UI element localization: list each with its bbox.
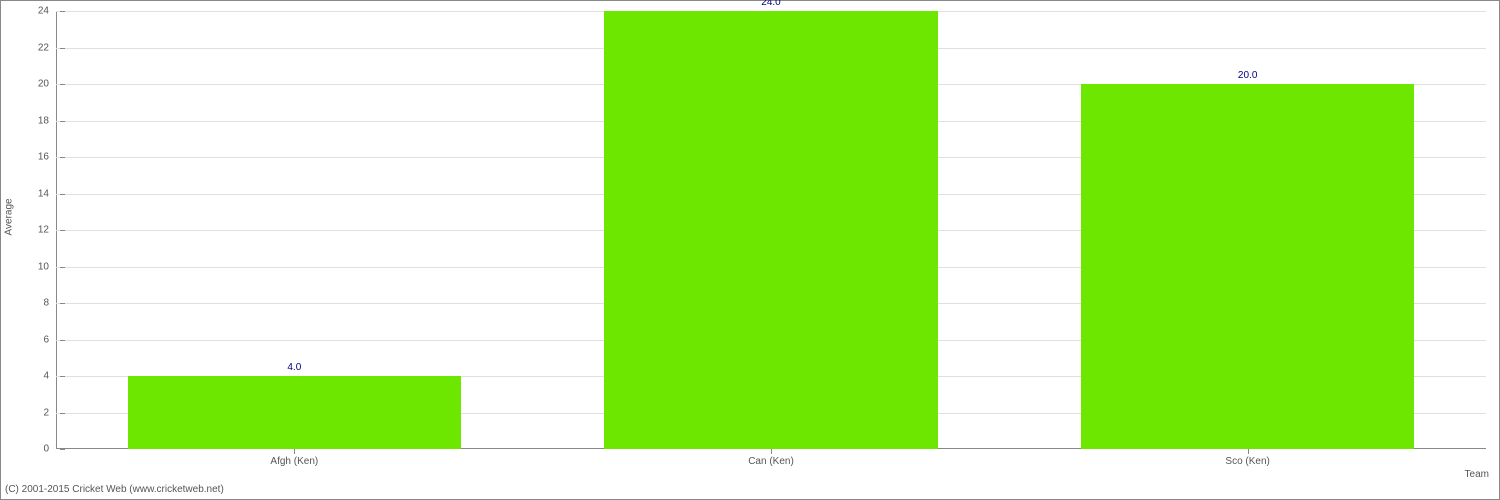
y-tick [60,121,65,122]
bar [1081,84,1415,449]
bar-value-label: 20.0 [1238,70,1257,81]
y-axis-label: Average [4,198,15,235]
y-tick-label: 8 [43,298,49,309]
y-tick-label: 4 [43,371,49,382]
y-tick-label: 2 [43,407,49,418]
y-tick [60,11,65,12]
chart-container: Average Team (C) 2001-2015 Cricket Web (… [0,0,1500,500]
y-tick [60,303,65,304]
y-tick [60,340,65,341]
y-tick-label: 14 [38,188,49,199]
bar [128,376,462,449]
y-tick [60,48,65,49]
y-tick [60,157,65,158]
y-tick-label: 24 [38,6,49,17]
y-tick [60,449,65,450]
x-tick [294,449,295,454]
x-axis-label: Team [1465,469,1489,480]
y-tick [60,267,65,268]
y-tick-label: 0 [43,444,49,455]
plot-area [56,11,1486,449]
y-tick [60,194,65,195]
x-tick-label: Sco (Ken) [1225,456,1269,467]
y-tick-label: 18 [38,115,49,126]
y-tick [60,376,65,377]
x-tick-label: Afgh (Ken) [270,456,318,467]
y-tick-label: 16 [38,152,49,163]
y-tick [60,84,65,85]
copyright-text: (C) 2001-2015 Cricket Web (www.cricketwe… [5,484,224,495]
x-tick-label: Can (Ken) [748,456,794,467]
bar-value-label: 24.0 [761,0,780,8]
y-tick-label: 10 [38,261,49,272]
y-tick [60,230,65,231]
x-tick [1248,449,1249,454]
x-tick [771,449,772,454]
y-tick-label: 22 [38,42,49,53]
y-tick-label: 12 [38,225,49,236]
y-tick [60,413,65,414]
y-tick-label: 20 [38,79,49,90]
bar-value-label: 4.0 [287,362,301,373]
y-tick-label: 6 [43,334,49,345]
bar [604,11,938,449]
